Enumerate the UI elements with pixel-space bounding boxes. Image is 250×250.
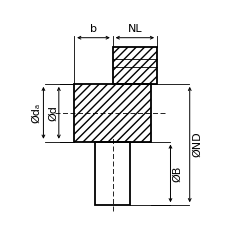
Bar bbox=[96, 142, 130, 205]
Text: Ød: Ød bbox=[48, 105, 58, 121]
Bar bbox=[74, 84, 151, 142]
Text: b: b bbox=[90, 24, 97, 34]
Bar bbox=[113, 47, 157, 84]
Bar bbox=[74, 84, 151, 142]
Bar bbox=[113, 47, 157, 84]
Text: ØB: ØB bbox=[172, 165, 182, 182]
Text: ØND: ØND bbox=[192, 132, 202, 157]
Bar bbox=[74, 84, 151, 142]
Text: NL: NL bbox=[128, 24, 142, 34]
Text: Ødₐ: Ødₐ bbox=[32, 103, 42, 123]
Bar bbox=[113, 47, 157, 84]
